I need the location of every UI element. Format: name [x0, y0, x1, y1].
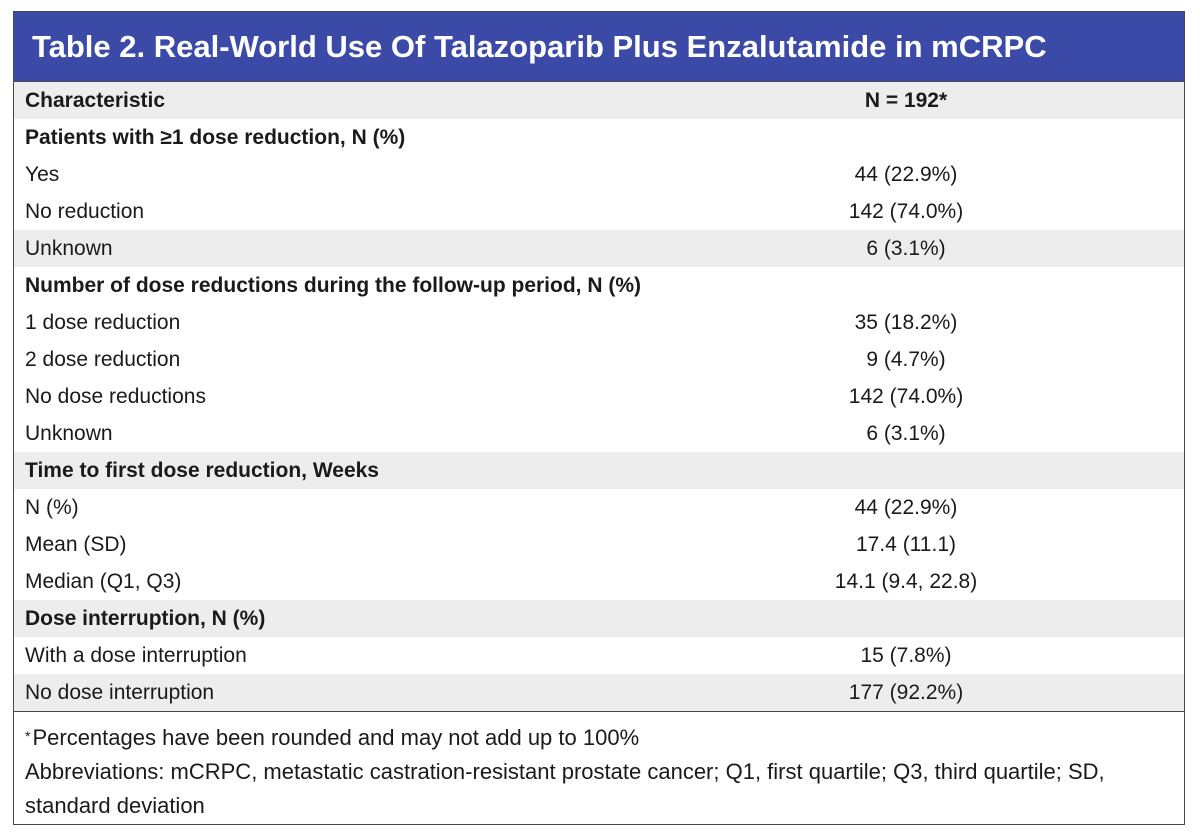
- row-label: 2 dose reduction: [25, 348, 181, 371]
- row-value: 15 (7.8%): [860, 644, 952, 667]
- table-row: Yes 44 (22.9%): [14, 156, 1184, 193]
- row-label: No reduction: [25, 200, 145, 223]
- row-value: 44 (22.9%): [854, 163, 958, 186]
- row-label: Number of dose reductions during the fol…: [25, 274, 641, 297]
- row-value: 17.4 (11.1): [855, 533, 956, 556]
- row-label: Median (Q1, Q3): [25, 570, 182, 593]
- table-row: No reduction 142 (74.0%): [14, 193, 1184, 230]
- table-row: Mean (SD) 17.4 (11.1): [14, 526, 1184, 563]
- footnote-marker: *: [25, 728, 31, 744]
- row-label: Unknown: [25, 422, 113, 445]
- row-value: 35 (18.2%): [854, 311, 958, 334]
- row-label: No dose interruption: [25, 681, 215, 704]
- row-label: Dose interruption, N (%): [25, 607, 266, 630]
- row-value: 177 (92.2%): [848, 681, 964, 704]
- abbreviations: Abbreviations: mCRPC, metastatic castrat…: [25, 759, 1105, 818]
- table-row: 1 dose reduction 35 (18.2%): [14, 304, 1184, 341]
- table-row: N (%) 44 (22.9%): [14, 489, 1184, 526]
- table-row: 2 dose reduction 9 (4.7%): [14, 341, 1184, 378]
- row-value: 14.1 (9.4, 22.8): [834, 570, 978, 593]
- row-label: N (%): [25, 496, 79, 519]
- table-footer: *Percentages have been rounded and may n…: [14, 711, 1184, 823]
- row-value: 44 (22.9%): [854, 496, 958, 519]
- row-label: Yes: [25, 163, 60, 186]
- table-header-row: Characteristic N = 192*: [14, 82, 1184, 119]
- row-value: 9 (4.7%): [866, 348, 946, 371]
- row-label: 1 dose reduction: [25, 311, 181, 334]
- header-characteristic: Characteristic: [25, 89, 166, 112]
- row-label: Patients with ≥1 dose reduction, N (%): [25, 126, 406, 149]
- table-row: No dose reductions 142 (74.0%): [14, 378, 1184, 415]
- row-label: With a dose interruption: [25, 644, 247, 667]
- row-label: Unknown: [25, 237, 113, 260]
- table-row: With a dose interruption 15 (7.8%): [14, 637, 1184, 674]
- table-body: Characteristic N = 192* Patients with ≥1…: [14, 82, 1184, 711]
- table-row: Unknown 6 (3.1%): [14, 415, 1184, 452]
- row-value: 6 (3.1%): [866, 422, 946, 445]
- table-frame: Table 2. Real-World Use Of Talazoparib P…: [13, 11, 1185, 825]
- footnote-text: Percentages have been rounded and may no…: [32, 725, 640, 750]
- section-row-number-of-reductions: Number of dose reductions during the fol…: [14, 267, 1184, 304]
- section-row-time-to-reduction: Time to first dose reduction, Weeks: [14, 452, 1184, 489]
- row-value: 142 (74.0%): [848, 200, 964, 223]
- table-row: No dose interruption 177 (92.2%): [14, 674, 1184, 711]
- header-n: N = 192*: [864, 89, 948, 112]
- section-row-dose-reduction: Patients with ≥1 dose reduction, N (%): [14, 119, 1184, 156]
- row-label: Mean (SD): [25, 533, 127, 556]
- row-label: No dose reductions: [25, 385, 206, 408]
- footnote: *Percentages have been rounded and may n…: [25, 721, 1173, 755]
- row-label: Time to first dose reduction, Weeks: [25, 459, 379, 482]
- table-title: Table 2. Real-World Use Of Talazoparib P…: [14, 12, 1184, 82]
- table-row: Unknown 6 (3.1%): [14, 230, 1184, 267]
- table-row: Median (Q1, Q3) 14.1 (9.4, 22.8): [14, 563, 1184, 600]
- row-value: 6 (3.1%): [866, 237, 946, 260]
- row-value: 142 (74.0%): [848, 385, 964, 408]
- section-row-dose-interruption: Dose interruption, N (%): [14, 600, 1184, 637]
